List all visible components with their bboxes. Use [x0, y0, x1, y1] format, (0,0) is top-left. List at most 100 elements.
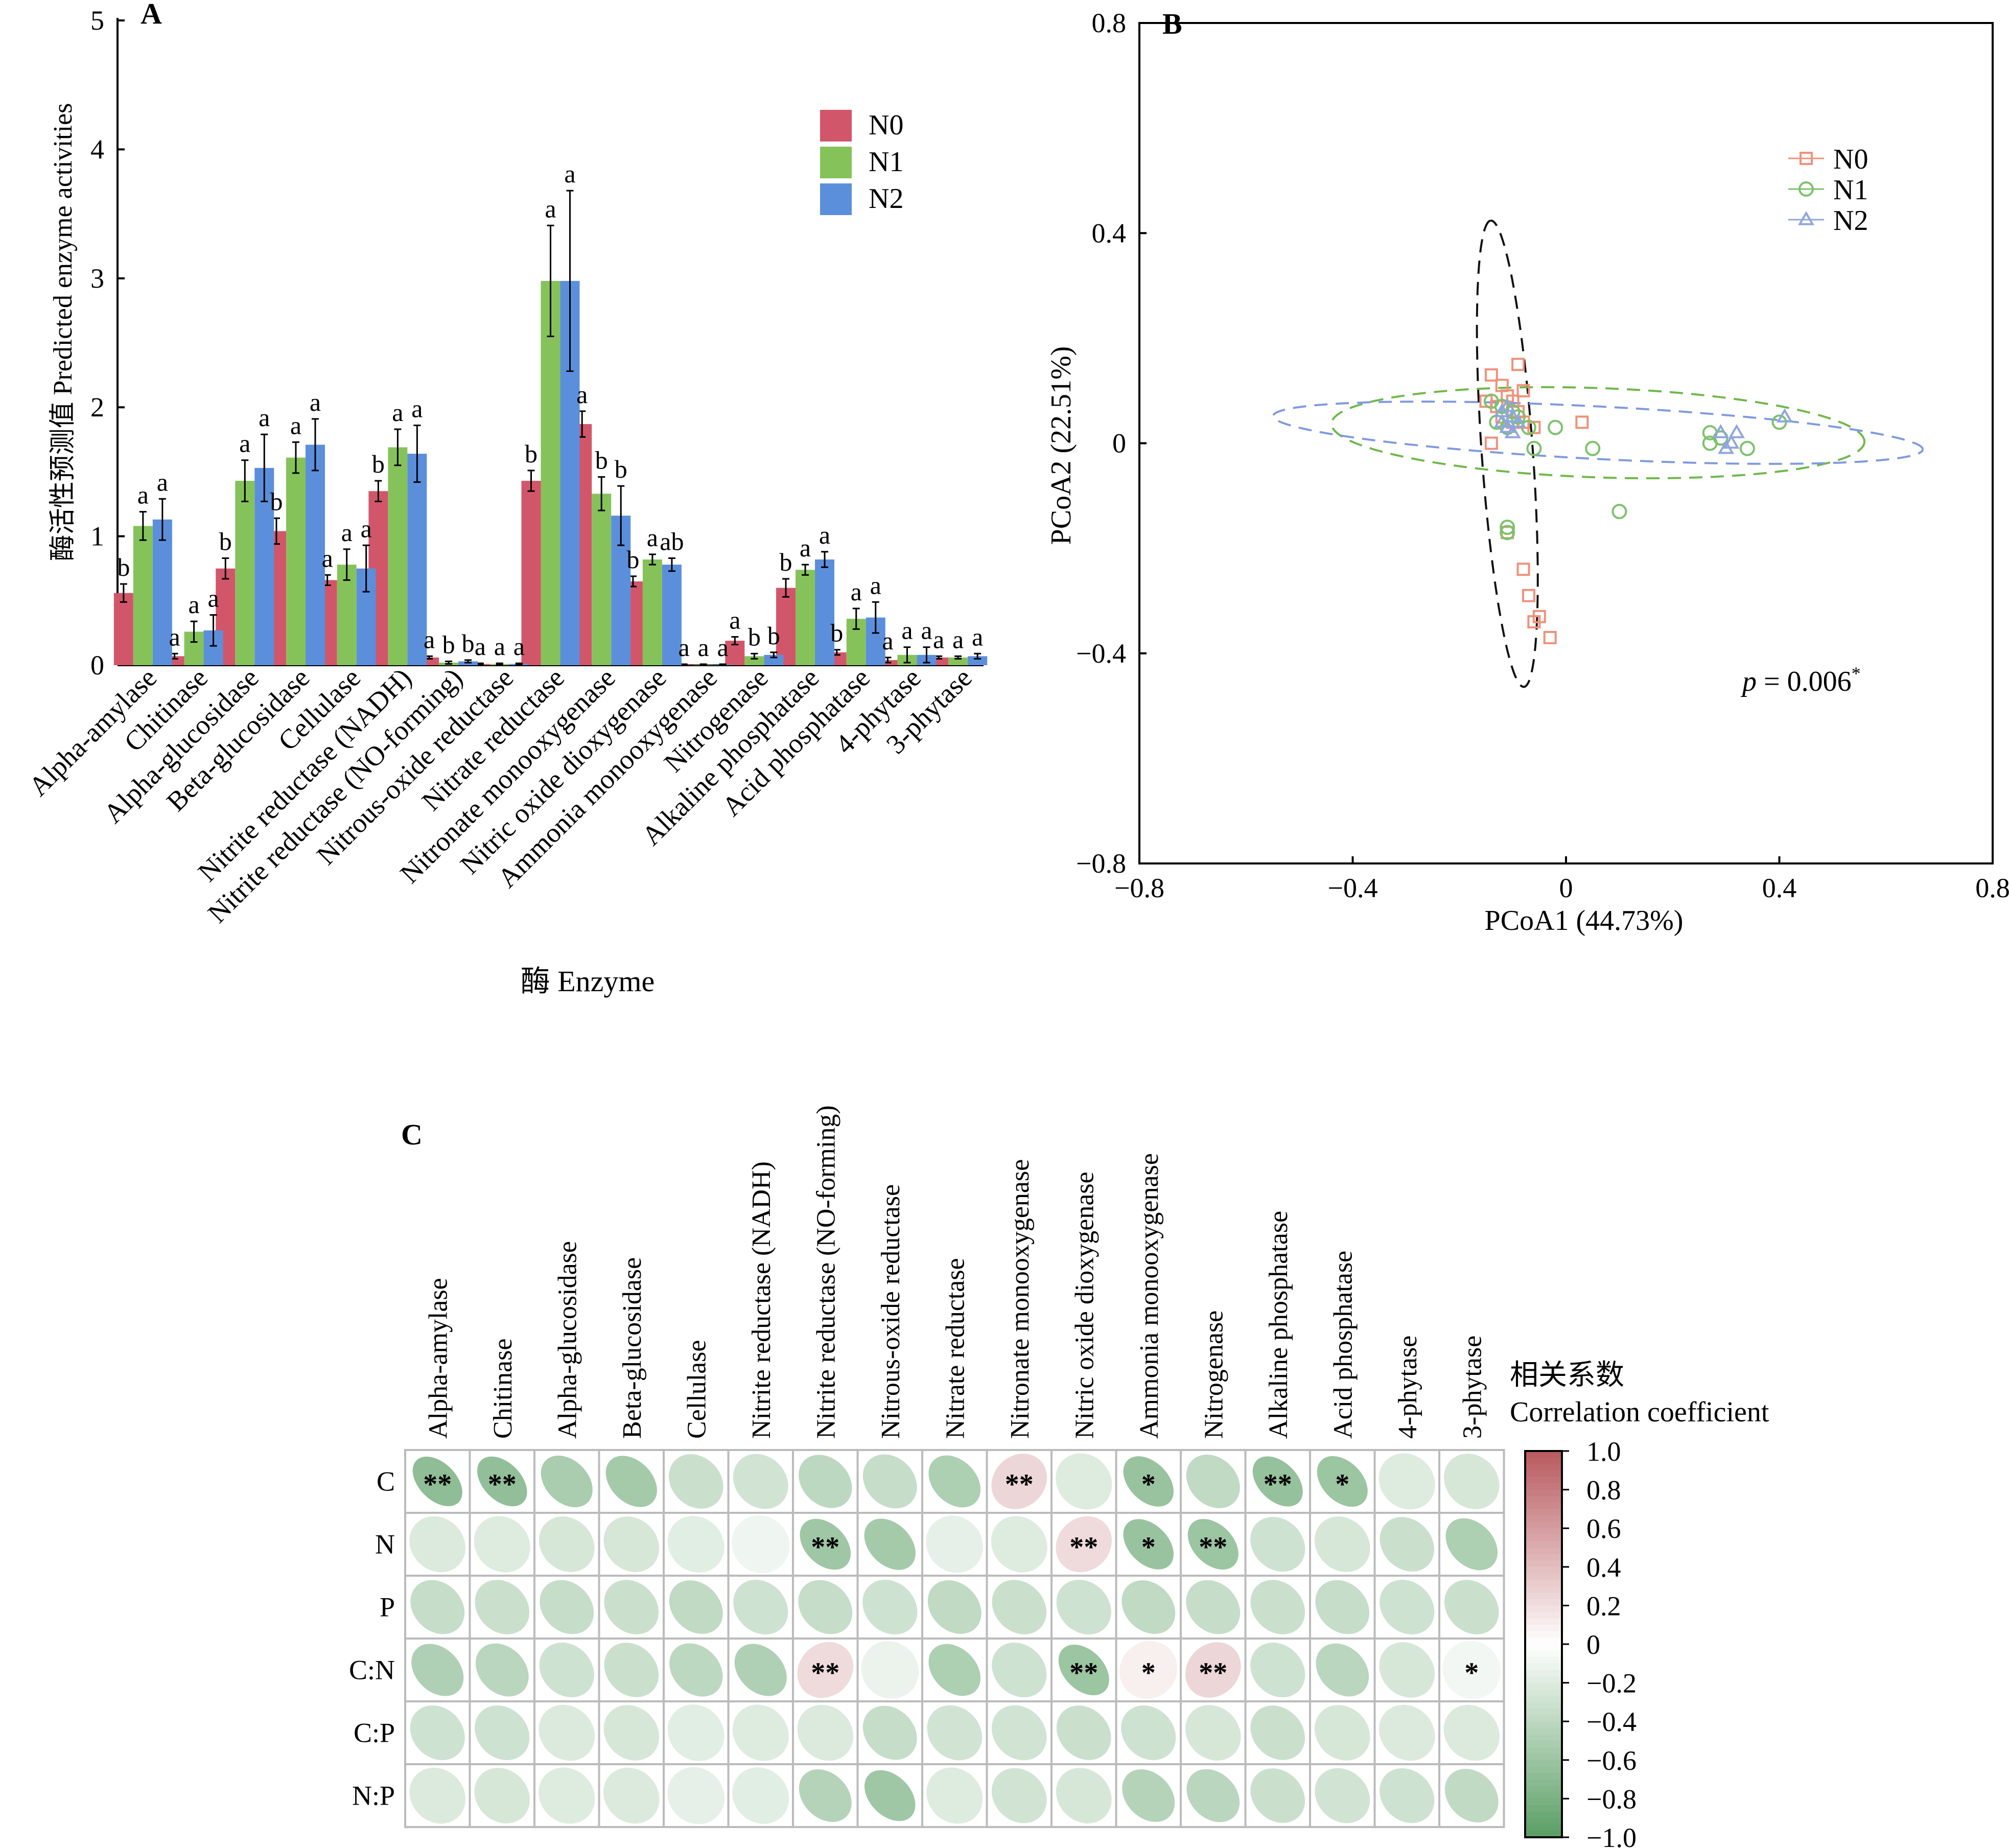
- bar-n1: [337, 565, 357, 665]
- significance-letter: a: [207, 584, 219, 613]
- significance-marker: **: [423, 1469, 452, 1501]
- correlation-ellipse: [475, 1643, 529, 1697]
- point-square: [1575, 415, 1589, 429]
- colorbar-segment: [1525, 1721, 1562, 1728]
- significance-letter: a: [392, 398, 403, 427]
- significance-letter: a: [729, 605, 740, 634]
- colorbar-segment: [1525, 1831, 1562, 1838]
- significance-letter: a: [259, 403, 270, 432]
- point-triangle: [1499, 418, 1516, 433]
- colorbar-segment: [1525, 1747, 1562, 1755]
- significance-letter: b: [525, 439, 538, 468]
- column-label: Cellulase: [682, 1340, 711, 1439]
- colorbar-segment: [1525, 1798, 1562, 1806]
- significance-letter: a: [290, 411, 301, 439]
- colorbar-segment: [1525, 1464, 1562, 1471]
- correlation-ellipse: [864, 1770, 916, 1821]
- point-circle: [1548, 419, 1563, 435]
- panel-b-x-axis-title: PCoA1 (44.73%): [1485, 905, 1684, 937]
- column-label: Alpha-amylase: [424, 1278, 453, 1439]
- panel-b-y-tick-label: −0.4: [1076, 638, 1126, 669]
- correlation-ellipse: [603, 1516, 660, 1572]
- colorbar-segment: [1525, 1560, 1562, 1568]
- column-label: Alkaline phosphatase: [1264, 1211, 1293, 1439]
- panel-b-y-tick-label: −0.8: [1076, 848, 1126, 879]
- correlation-ellipse: [1056, 1579, 1111, 1635]
- correlation-ellipse: [1186, 1769, 1240, 1822]
- correlation-ellipse: [928, 1644, 981, 1696]
- correlation-ellipse: [926, 1767, 983, 1824]
- significance-marker: **: [488, 1469, 517, 1501]
- bar-n0: [113, 593, 133, 665]
- correlation-ellipse: [732, 1704, 789, 1761]
- correlation-ellipse: [734, 1644, 787, 1696]
- colorbar-tick-label: −0.2: [1586, 1668, 1637, 1699]
- colorbar-segment: [1525, 1528, 1562, 1535]
- correlation-ellipse: [732, 1767, 789, 1824]
- colorbar-tick-label: 0.6: [1586, 1513, 1621, 1544]
- column-label: Acid phosphatase: [1328, 1251, 1358, 1439]
- correlation-ellipse: [1250, 1642, 1305, 1698]
- colorbar-segment: [1525, 1709, 1562, 1716]
- significance-letter: ab: [660, 527, 684, 556]
- legend-swatch-n2: [820, 183, 852, 215]
- correlation-ellipse: [540, 1580, 594, 1634]
- significance-letter: a: [310, 388, 321, 416]
- point-triangle: [1510, 413, 1527, 428]
- bar-n2: [305, 445, 325, 665]
- point-triangle: [1493, 413, 1510, 428]
- point-square: [1800, 152, 1813, 165]
- significance-letter: b: [442, 630, 455, 659]
- correlation-ellipse: [1252, 1456, 1303, 1507]
- point-triangle: [1504, 408, 1521, 423]
- colorbar-segment: [1525, 1792, 1562, 1799]
- correlation-ellipse: [1058, 1644, 1109, 1696]
- panel-b-y-tick-label: 0.8: [1092, 8, 1127, 38]
- correlation-ellipse: [1056, 1705, 1111, 1760]
- panel-a-y-tick-label: 5: [90, 5, 104, 36]
- colorbar-segment: [1525, 1625, 1562, 1632]
- correlation-ellipse: [1443, 1704, 1500, 1761]
- correlation-ellipse: [1314, 1705, 1370, 1761]
- correlation-ellipse: [1056, 1516, 1112, 1573]
- correlation-ellipse: [798, 1580, 853, 1634]
- correlation-ellipse: [604, 1643, 659, 1697]
- column-label: Nitrite reductase (NADH): [747, 1161, 776, 1439]
- correlation-ellipse: [1444, 1769, 1499, 1822]
- row-label: N:P: [352, 1781, 395, 1811]
- correlation-ellipse: [1187, 1518, 1239, 1570]
- significance-letter: a: [921, 616, 932, 645]
- correlation-ellipse: [1317, 1456, 1368, 1507]
- correlation-ellipse: [1056, 1453, 1112, 1510]
- bar-n1: [744, 656, 764, 665]
- correlation-ellipse: [991, 1705, 1047, 1761]
- colorbar-segment: [1525, 1805, 1562, 1812]
- bar-n0: [776, 588, 796, 665]
- correlation-ellipse: [1186, 1455, 1240, 1508]
- significance-marker: *: [1464, 1657, 1479, 1689]
- colorbar-segment: [1525, 1612, 1562, 1619]
- correlation-ellipse: [733, 1579, 788, 1635]
- correlation-ellipse: [412, 1456, 462, 1507]
- significance-marker: **: [1199, 1657, 1227, 1689]
- correlation-ellipse: [1444, 1580, 1499, 1634]
- correlation-ellipse: [477, 1456, 527, 1507]
- correlation-ellipse: [992, 1580, 1047, 1634]
- column-label: Nitrate reductase: [941, 1258, 970, 1439]
- ellipse-n0: [1476, 219, 1539, 688]
- colorbar-segment: [1525, 1477, 1562, 1484]
- point-triangle: [1797, 211, 1815, 225]
- correlation-ellipse: [862, 1454, 917, 1509]
- correlation-ellipse: [539, 1704, 595, 1761]
- colorbar-segment: [1525, 1760, 1562, 1767]
- colorbar-tick-label: −0.6: [1586, 1745, 1637, 1776]
- panel-c-legend-title-en: Correlation coefficient: [1510, 1396, 1769, 1428]
- correlation-ellipse: [539, 1516, 595, 1572]
- point-triangle: [1728, 424, 1745, 438]
- colorbar-segment: [1525, 1618, 1562, 1626]
- correlation-ellipse: [800, 1518, 851, 1570]
- column-label: Nitrite reductase (NO-forming): [811, 1105, 840, 1439]
- column-label: Chitinase: [488, 1339, 518, 1439]
- point-circle: [1526, 440, 1542, 456]
